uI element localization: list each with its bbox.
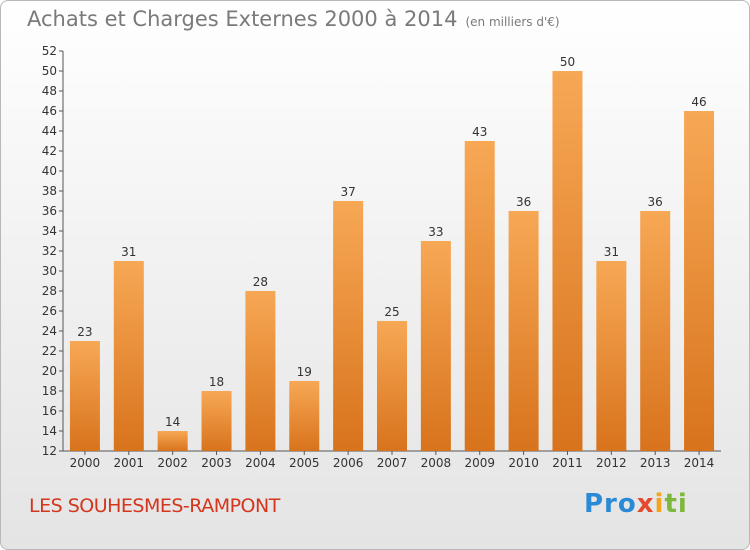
logo-part-2: x xyxy=(636,489,655,519)
bar xyxy=(289,381,320,451)
bar xyxy=(157,431,188,451)
x-tick-label: 2011 xyxy=(552,456,583,470)
bar-value-label: 18 xyxy=(209,375,224,389)
axes: 12 14 16 18 20 22 24 26 28 30 32 34 36 38 40 42 44 46 48 50… xyxy=(42,44,721,470)
x-tick-label: 2007 xyxy=(377,456,408,470)
logo-part-1: Pro xyxy=(584,489,637,519)
x-tick-label: 2002 xyxy=(157,456,188,470)
bar-value-label: 23 xyxy=(77,325,92,339)
bar-value-label: 25 xyxy=(384,305,399,319)
bar-value-label: 46 xyxy=(691,95,706,109)
bar xyxy=(552,71,583,451)
y-tick-label: 24 xyxy=(42,324,57,338)
data-labels: 23 31 14 18 28 19 37 25 33 43 36 50 31 36 46 xyxy=(77,55,706,429)
y-tick-label: 18 xyxy=(42,384,57,398)
bar xyxy=(245,291,276,451)
x-tick-label: 2010 xyxy=(508,456,539,470)
bar xyxy=(201,391,232,451)
bar-value-label: 43 xyxy=(472,125,487,139)
bar-value-label: 19 xyxy=(297,365,312,379)
proxiti-logo: Proxiti xyxy=(584,489,688,519)
logo-part-3: i xyxy=(654,489,665,519)
chart-unit: (en milliers d'€) xyxy=(465,15,560,29)
y-tick-label: 14 xyxy=(42,424,57,438)
y-tick-label: 46 xyxy=(42,104,57,118)
bar xyxy=(69,341,100,451)
y-tick-label: 38 xyxy=(42,184,57,198)
bar-value-label: 31 xyxy=(604,245,619,259)
bar xyxy=(113,261,144,451)
y-tick-label: 34 xyxy=(42,224,57,238)
y-tick-label: 12 xyxy=(42,444,57,458)
bar-value-label: 33 xyxy=(428,225,443,239)
bar-value-label: 37 xyxy=(340,185,355,199)
bar xyxy=(333,201,364,451)
x-tick-label: 2004 xyxy=(245,456,276,470)
x-tick-label: 2003 xyxy=(201,456,232,470)
y-tick-label: 40 xyxy=(42,164,57,178)
x-tick-label: 2014 xyxy=(684,456,715,470)
x-tick-label: 2000 xyxy=(70,456,101,470)
x-tick-label: 2009 xyxy=(464,456,495,470)
x-tick-label: 2006 xyxy=(333,456,364,470)
x-tick-label: 2005 xyxy=(289,456,320,470)
bar-value-label: 31 xyxy=(121,245,136,259)
x-tick-label: 2013 xyxy=(640,456,671,470)
bar xyxy=(640,211,671,451)
x-tick-label: 2001 xyxy=(114,456,145,470)
x-tick-label: 2012 xyxy=(596,456,627,470)
y-tick-label: 36 xyxy=(42,204,57,218)
bar xyxy=(684,111,715,451)
y-tick-label: 30 xyxy=(42,264,57,278)
bar-value-label: 36 xyxy=(648,195,663,209)
y-tick-label: 20 xyxy=(42,364,57,378)
y-tick-label: 32 xyxy=(42,244,57,258)
y-tick-label: 52 xyxy=(42,44,57,58)
y-tick-label: 42 xyxy=(42,144,57,158)
y-tick-label: 44 xyxy=(42,124,57,138)
bar-value-label: 50 xyxy=(560,55,575,69)
y-tick-label: 28 xyxy=(42,284,57,298)
y-tick-label: 16 xyxy=(42,404,57,418)
y-tick-label: 50 xyxy=(42,64,57,78)
bar-value-label: 14 xyxy=(165,415,180,429)
y-tick-label: 22 xyxy=(42,344,57,358)
bar xyxy=(420,241,451,451)
bar xyxy=(377,321,407,451)
bar xyxy=(464,141,495,451)
y-tick-label: 48 xyxy=(42,84,57,98)
chart-title: Achats et Charges Externes 2000 à 2014 (e… xyxy=(27,7,560,31)
bars xyxy=(69,71,715,451)
bar-value-label: 28 xyxy=(253,275,268,289)
logo-part-4: ti xyxy=(664,489,688,519)
x-tick-label: 2008 xyxy=(421,456,452,470)
city-name: LES SOUHESMES-RAMPONT xyxy=(29,495,280,517)
chart-title-text: Achats et Charges Externes 2000 à 2014 xyxy=(27,7,458,31)
bar-value-label: 36 xyxy=(516,195,531,209)
y-tick-label: 26 xyxy=(42,304,57,318)
bar xyxy=(508,211,539,451)
bar xyxy=(596,261,627,451)
